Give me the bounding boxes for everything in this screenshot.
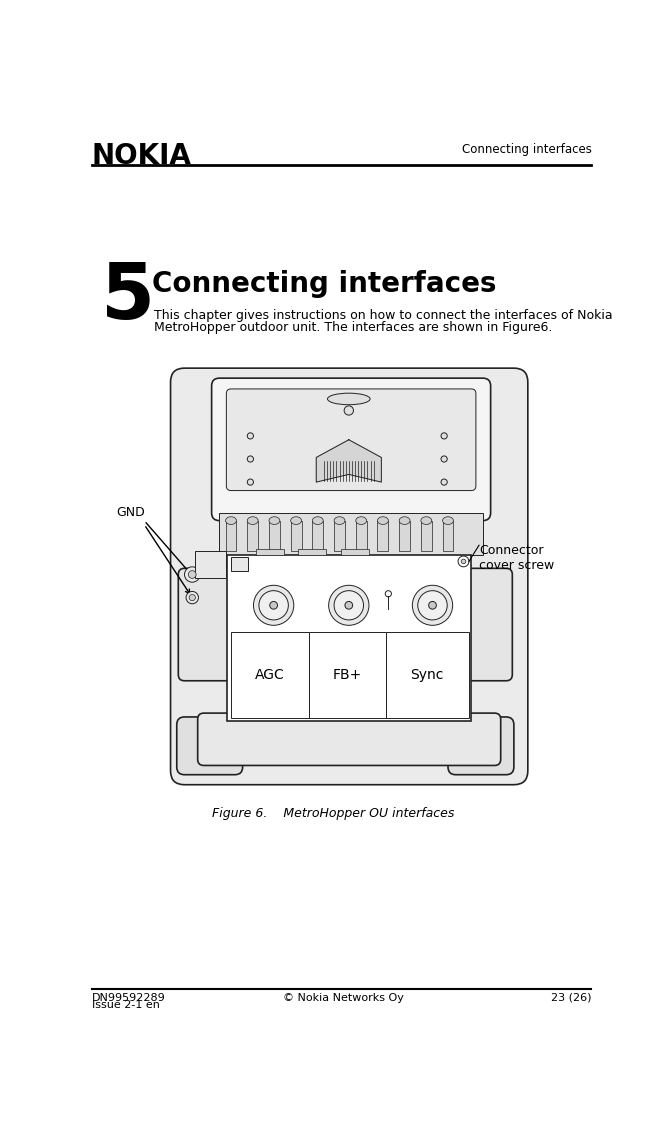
FancyBboxPatch shape — [448, 716, 514, 775]
Bar — [308, 633, 386, 719]
Text: Issue 2-1 en: Issue 2-1 en — [92, 1000, 159, 1010]
Ellipse shape — [334, 516, 345, 524]
Bar — [194, 551, 226, 579]
Ellipse shape — [377, 516, 389, 524]
Circle shape — [329, 585, 369, 625]
Bar — [356, 521, 366, 551]
Bar — [247, 521, 258, 551]
Circle shape — [247, 479, 253, 485]
Bar — [377, 521, 389, 551]
Text: DN99592289: DN99592289 — [92, 992, 165, 1002]
Bar — [421, 521, 431, 551]
Bar — [386, 633, 469, 719]
Text: FB+: FB+ — [332, 668, 362, 681]
Ellipse shape — [421, 516, 431, 524]
FancyBboxPatch shape — [178, 568, 233, 680]
Text: GND: GND — [117, 506, 145, 520]
FancyBboxPatch shape — [458, 568, 513, 680]
Ellipse shape — [291, 516, 302, 524]
Text: AGC: AGC — [255, 668, 285, 681]
Circle shape — [188, 571, 196, 579]
FancyBboxPatch shape — [198, 713, 500, 765]
Text: © Nokia Networks Oy: © Nokia Networks Oy — [283, 992, 404, 1002]
Text: Connecting interfaces: Connecting interfaces — [152, 270, 496, 298]
Text: NOKIA: NOKIA — [92, 141, 192, 170]
Bar — [443, 521, 454, 551]
Circle shape — [189, 594, 196, 601]
Circle shape — [441, 455, 448, 462]
FancyBboxPatch shape — [212, 379, 490, 521]
Circle shape — [247, 433, 253, 438]
Bar — [219, 513, 483, 555]
Circle shape — [441, 433, 448, 438]
Text: Connector
cover screw: Connector cover screw — [479, 544, 554, 572]
Circle shape — [184, 567, 200, 582]
Ellipse shape — [312, 516, 323, 524]
Text: MetroHopper outdoor unit. The interfaces are shown in Figure6.: MetroHopper outdoor unit. The interfaces… — [153, 321, 552, 334]
Ellipse shape — [269, 516, 280, 524]
Bar — [334, 521, 345, 551]
FancyBboxPatch shape — [171, 368, 528, 784]
Circle shape — [458, 556, 469, 567]
Circle shape — [441, 479, 448, 485]
Circle shape — [334, 591, 364, 620]
Circle shape — [385, 591, 391, 597]
Circle shape — [429, 601, 436, 609]
Circle shape — [270, 601, 277, 609]
Text: 23 (26): 23 (26) — [551, 992, 592, 1002]
Circle shape — [253, 585, 293, 625]
Bar — [269, 521, 280, 551]
Bar — [399, 521, 410, 551]
FancyBboxPatch shape — [226, 389, 476, 490]
Text: 5: 5 — [100, 259, 155, 334]
Ellipse shape — [356, 516, 366, 524]
Ellipse shape — [226, 516, 237, 524]
Ellipse shape — [247, 516, 258, 524]
Bar — [226, 521, 237, 551]
Bar — [231, 557, 248, 571]
Text: Sync: Sync — [411, 668, 444, 681]
Circle shape — [186, 591, 198, 603]
Circle shape — [344, 406, 354, 415]
Circle shape — [247, 455, 253, 462]
Bar — [256, 549, 283, 555]
Ellipse shape — [399, 516, 410, 524]
Bar — [341, 549, 369, 555]
Bar — [312, 521, 323, 551]
FancyBboxPatch shape — [177, 716, 243, 775]
Polygon shape — [316, 440, 381, 483]
Circle shape — [259, 591, 288, 620]
Circle shape — [345, 601, 352, 609]
Circle shape — [461, 559, 466, 564]
Text: Figure 6.    MetroHopper OU interfaces: Figure 6. MetroHopper OU interfaces — [212, 807, 454, 820]
Text: Connecting interfaces: Connecting interfaces — [462, 144, 592, 156]
Circle shape — [412, 585, 453, 625]
Bar — [291, 521, 302, 551]
Ellipse shape — [443, 516, 454, 524]
Ellipse shape — [328, 393, 370, 405]
Text: This chapter gives instructions on how to connect the interfaces of Nokia: This chapter gives instructions on how t… — [153, 308, 612, 322]
Bar — [231, 633, 308, 719]
Circle shape — [418, 591, 448, 620]
Bar — [227, 555, 471, 721]
Bar — [298, 549, 326, 555]
